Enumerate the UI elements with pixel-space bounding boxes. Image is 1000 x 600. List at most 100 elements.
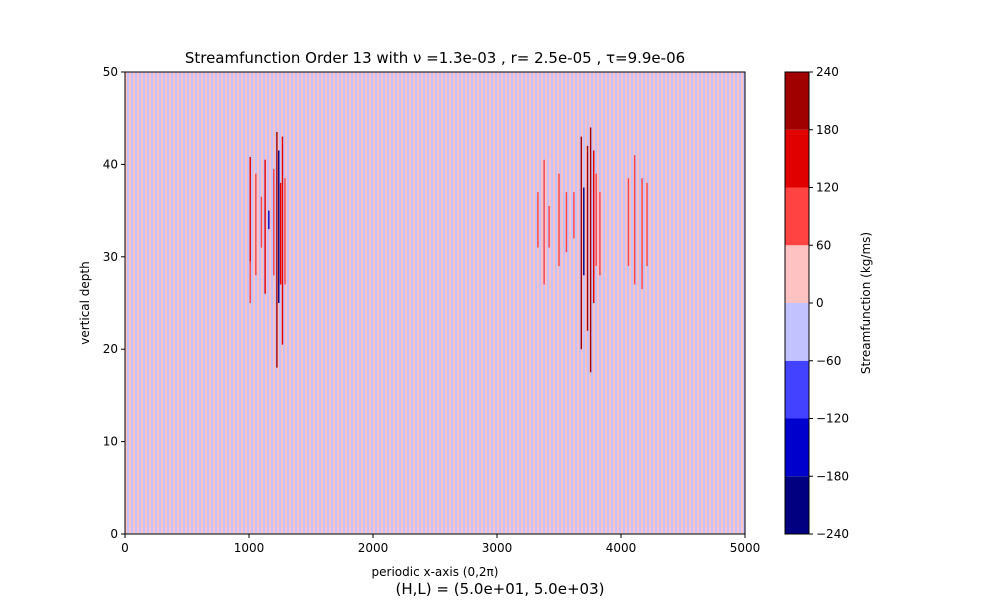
stripe-negative	[383, 72, 385, 534]
stripe-negative	[283, 72, 285, 534]
stripe-negative	[203, 72, 205, 534]
stripe-negative	[579, 72, 581, 534]
colorbar: −240 −180 −120 −60 0 60 120 180 240 Streamfuncti…	[784, 65, 873, 541]
stripe-negative	[515, 72, 517, 534]
stripe-negative	[711, 72, 713, 534]
stripe-negative	[723, 72, 725, 534]
background-stripes	[127, 72, 745, 534]
x-tick-label: 1000	[234, 541, 265, 555]
stripe-negative	[487, 72, 489, 534]
stripe-negative	[387, 72, 389, 534]
colorbar-tick-label: 0	[816, 296, 824, 310]
stripe-negative	[731, 72, 733, 534]
colorbar-tick-label: −60	[816, 354, 841, 368]
stripe-negative	[331, 72, 333, 534]
plot-frame	[124, 71, 746, 535]
stripe-negative	[595, 72, 597, 534]
stripe-negative	[323, 72, 325, 534]
stripe-negative	[147, 72, 149, 534]
stripe-negative	[703, 72, 705, 534]
stripe-negative	[575, 72, 577, 534]
stripe-negative	[467, 72, 469, 534]
stripe-negative	[251, 72, 253, 534]
stripe-negative	[151, 72, 153, 534]
stripe-negative	[675, 72, 677, 534]
stripe-negative	[339, 72, 341, 534]
stripe-negative	[351, 72, 353, 534]
stripe-negative	[183, 72, 185, 534]
stripe-negative	[499, 72, 501, 534]
stripe-negative	[363, 72, 365, 534]
stripe-negative	[459, 72, 461, 534]
stripe-negative	[395, 72, 397, 534]
stripe-negative	[639, 72, 641, 534]
stripe-negative	[159, 72, 161, 534]
chart-title: Streamfunction Order 13 with ν =1.3e-03 …	[185, 49, 685, 67]
stripe-negative	[303, 72, 305, 534]
stripe-negative	[231, 72, 233, 534]
colorbar-band	[785, 418, 809, 477]
stripe-negative	[299, 72, 301, 534]
stripe-negative	[643, 72, 645, 534]
stripe-negative	[615, 72, 617, 534]
stripe-negative	[327, 72, 329, 534]
y-tick-label: 40	[103, 157, 118, 171]
y-tick-label: 30	[103, 250, 118, 264]
stripe-negative	[239, 72, 241, 534]
stripe-negative	[739, 72, 741, 534]
stripe-negative	[631, 72, 633, 534]
stripe-negative	[547, 72, 549, 534]
stripe-negative	[367, 72, 369, 534]
stripe-negative	[699, 72, 701, 534]
stripe-negative	[727, 72, 729, 534]
stripe-negative	[523, 72, 525, 534]
stripe-negative	[279, 72, 281, 534]
stripe-negative	[263, 72, 265, 534]
stripe-negative	[211, 72, 213, 534]
stripe-negative	[507, 72, 509, 534]
stripe-negative	[255, 72, 257, 534]
plot-area	[124, 71, 746, 535]
stripe-negative	[135, 72, 137, 534]
stripe-negative	[671, 72, 673, 534]
stripe-negative	[295, 72, 297, 534]
stripe-negative	[439, 72, 441, 534]
x-tick-label: 4000	[606, 541, 637, 555]
stripe-negative	[275, 72, 277, 534]
colorbar-tick-label: 60	[816, 238, 831, 252]
stripe-negative	[611, 72, 613, 534]
stripe-negative	[511, 72, 513, 534]
stripe-negative	[423, 72, 425, 534]
stripe-negative	[491, 72, 493, 534]
colorbar-band	[785, 129, 809, 188]
stripe-negative	[179, 72, 181, 534]
colorbar-band	[785, 245, 809, 303]
stripe-negative	[175, 72, 177, 534]
stripe-negative	[719, 72, 721, 534]
colorbar-tick-label: −120	[816, 412, 849, 426]
stripe-negative	[143, 72, 145, 534]
stripe-negative	[219, 72, 221, 534]
stripe-negative	[227, 72, 229, 534]
stripe-negative	[347, 72, 349, 534]
stripe-negative	[647, 72, 649, 534]
stripe-negative	[531, 72, 533, 534]
stripe-negative	[715, 72, 717, 534]
stripe-negative	[607, 72, 609, 534]
stripe-negative	[287, 72, 289, 534]
stripe-negative	[127, 72, 129, 534]
stripe-negative	[199, 72, 201, 534]
stripe-negative	[259, 72, 261, 534]
stripe-negative	[655, 72, 657, 534]
stripe-negative	[635, 72, 637, 534]
stripe-negative	[623, 72, 625, 534]
stripe-negative	[679, 72, 681, 534]
stripe-negative	[571, 72, 573, 534]
stripe-negative	[567, 72, 569, 534]
stripe-negative	[471, 72, 473, 534]
stripe-negative	[359, 72, 361, 534]
colorbar-label: Streamfunction (kg/ms)	[859, 232, 873, 374]
footer-text: (H,L) = (5.0e+01, 5.0e+03)	[396, 580, 605, 598]
stripe-negative	[519, 72, 521, 534]
stripe-negative	[379, 72, 381, 534]
